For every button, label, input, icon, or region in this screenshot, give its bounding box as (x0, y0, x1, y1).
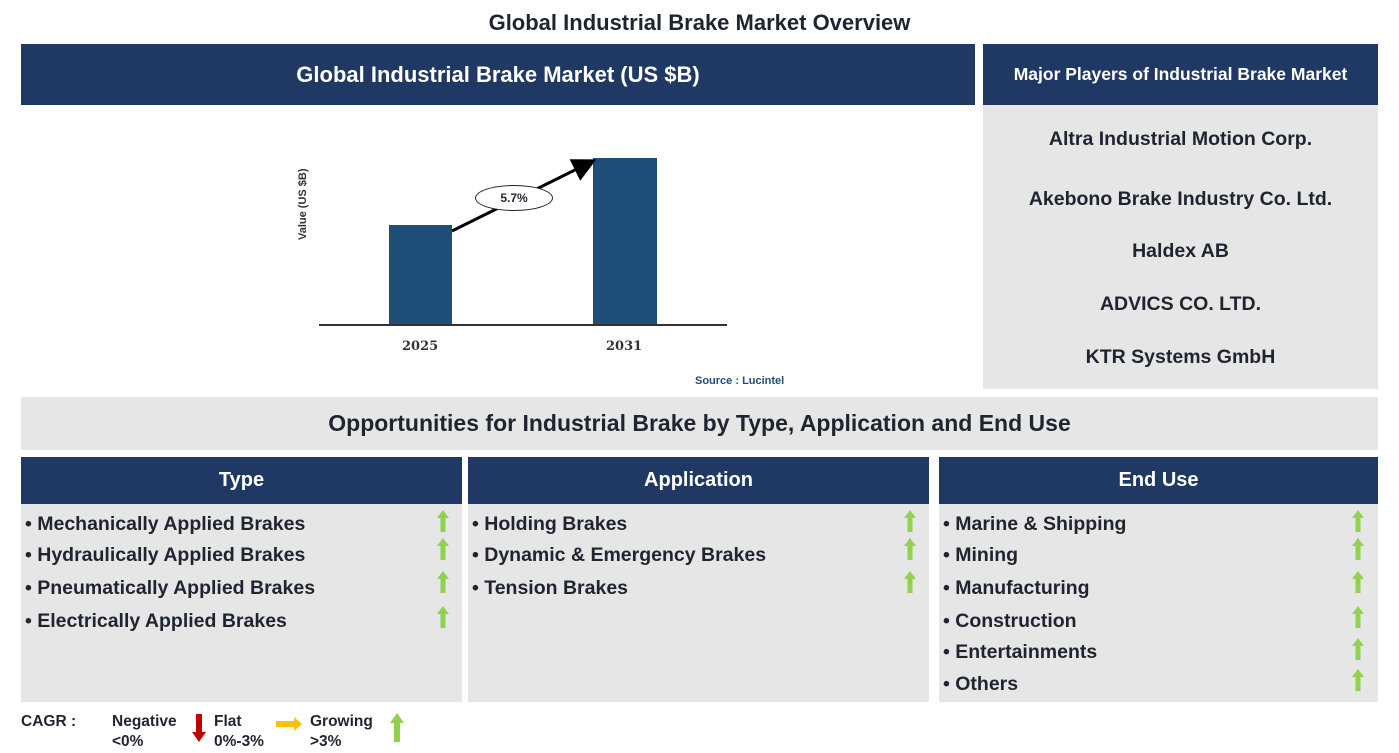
source-label: Source : Lucintel (695, 375, 785, 387)
growing-arrow-icon (390, 713, 404, 742)
end-use-list: • Marine & Shipping • Mining • Manufactu… (939, 504, 1378, 702)
end-use-header: End Use (939, 457, 1378, 504)
legend-negative: Negative <0% (112, 713, 177, 750)
growing-arrow-icon (1352, 638, 1364, 660)
list-item: • Mining (943, 544, 1019, 566)
growing-arrow-icon (437, 606, 449, 628)
growing-arrow-icon (1352, 510, 1364, 532)
growing-arrow-icon (1352, 538, 1364, 560)
player-item: KTR Systems GmbH (1085, 346, 1276, 368)
growing-arrow-icon (437, 571, 449, 593)
growing-arrow-icon (437, 510, 449, 532)
player-item: Haldex AB (1132, 240, 1229, 262)
list-item: • Manufacturing (943, 577, 1090, 599)
x-tick-2025: 2025 (402, 339, 439, 354)
list-item: • Dynamic & Emergency Brakes (472, 544, 767, 566)
type-list: • Mechanically Applied Brakes • Hydrauli… (21, 504, 462, 702)
application-header: Application (468, 457, 929, 504)
cagr-arrow-icon (451, 159, 597, 233)
growing-arrow-icon (1352, 571, 1364, 593)
list-item: • Hydraulically Applied Brakes (25, 544, 306, 566)
growing-arrow-icon (904, 538, 916, 560)
chart-header: Global Industrial Brake Market (US $B) (21, 44, 975, 105)
negative-arrow-icon (192, 714, 206, 742)
player-item: Altra Industrial Motion Corp. (1048, 128, 1313, 150)
list-item: • Others (943, 673, 1019, 695)
list-item: • Entertainments (943, 641, 1098, 663)
growing-arrow-icon (1352, 606, 1364, 628)
growing-arrow-icon (904, 571, 916, 593)
player-item: ADVICS CO. LTD. (1099, 293, 1262, 315)
list-item: • Electrically Applied Brakes (25, 610, 287, 632)
cagr-label: 5.7% (475, 185, 553, 211)
x-tick-2031: 2031 (606, 339, 643, 354)
list-item: • Construction (943, 610, 1077, 632)
list-item: • Holding Brakes (472, 513, 628, 535)
players-header: Major Players of Industrial Brake Market (983, 44, 1378, 105)
page-title: Global Industrial Brake Market Overview (488, 10, 911, 35)
list-item: • Mechanically Applied Brakes (25, 513, 306, 535)
legend-label: CAGR : (21, 713, 77, 730)
players-list: Altra Industrial Motion Corp. Akebono Br… (983, 105, 1378, 389)
legend-growing: Growing >3% (310, 713, 373, 750)
type-header: Type (21, 457, 462, 504)
bar-2025 (389, 225, 452, 325)
flat-arrow-icon (276, 717, 302, 731)
list-item: • Tension Brakes (472, 577, 629, 599)
list-item: • Marine & Shipping (943, 513, 1127, 535)
growing-arrow-icon (437, 538, 449, 560)
bar-2031 (593, 158, 657, 325)
list-item: • Pneumatically Applied Brakes (25, 577, 316, 599)
growing-arrow-icon (1352, 669, 1364, 691)
growing-arrow-icon (904, 510, 916, 532)
legend-flat: Flat 0%-3% (214, 713, 264, 750)
opportunities-title: Opportunities for Industrial Brake by Ty… (21, 397, 1378, 450)
application-list: • Holding Brakes • Dynamic & Emergency B… (468, 504, 929, 702)
x-axis (319, 324, 727, 326)
player-item: Akebono Brake Industry Co. Ltd. (1028, 188, 1333, 210)
bar-chart: Value (US $B) 5.7% 2025 2031 Source : Lu… (21, 105, 975, 390)
